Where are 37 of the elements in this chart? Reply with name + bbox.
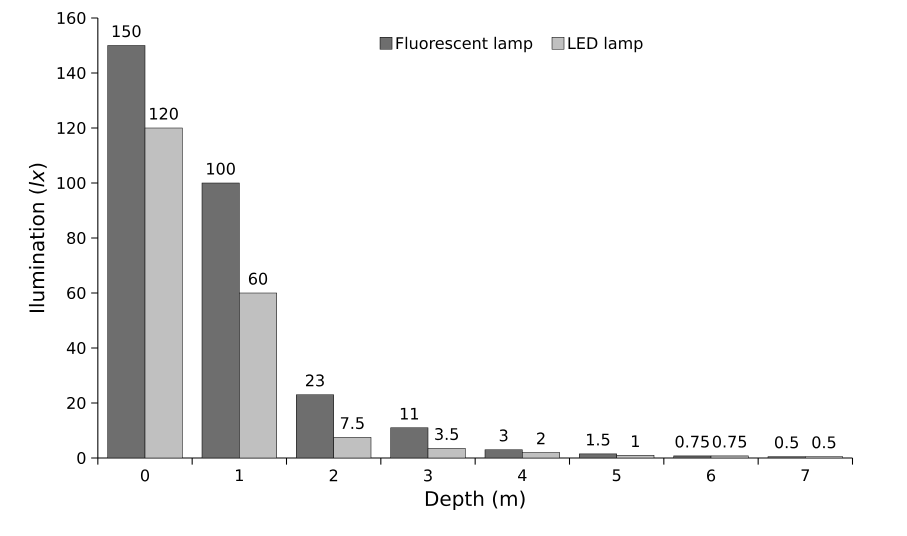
data-label: 3.5: [435, 428, 458, 440]
x-tick-label: 6: [707, 469, 716, 482]
y-tick-label: 0: [77, 452, 86, 464]
data-label: 60: [248, 272, 268, 285]
data-label: 3: [500, 429, 508, 442]
data-label: 120: [150, 108, 178, 120]
x-axis-title: Depth (m): [426, 490, 525, 510]
y-tick-label: 100: [58, 176, 86, 190]
data-label: 1: [632, 435, 639, 447]
data-label: 11: [400, 408, 418, 420]
data-label: 0.75: [712, 436, 746, 448]
y-tick-label: 40: [66, 342, 86, 354]
y-tick-label: 120: [58, 122, 86, 134]
data-label: 2: [537, 432, 544, 444]
legend-label: LED lamp: [568, 36, 642, 52]
x-tick-label: 4: [518, 469, 527, 482]
y-axis-title: Ilumination (lx): [28, 164, 47, 312]
data-label: 0.75: [676, 436, 709, 448]
x-tick-label: 0: [140, 469, 150, 482]
data-label: 0.5: [812, 436, 836, 448]
y-tick-label: 60: [67, 286, 86, 300]
y-tick-label: 160: [58, 12, 86, 24]
x-tick-label: 3: [424, 469, 432, 482]
legend-label: Fluorescent lamp: [396, 36, 532, 52]
data-label: 100: [207, 162, 235, 175]
y-tick-label: 20: [67, 396, 86, 410]
data-label: 1.5: [587, 434, 610, 446]
x-tick-label: 7: [802, 469, 810, 482]
y-tick-label: 80: [67, 232, 86, 244]
x-tick-label: 1: [236, 469, 243, 482]
data-label: 150: [112, 25, 141, 38]
x-tick-label: 2: [330, 469, 338, 482]
y-tick-label: 140: [58, 66, 86, 80]
data-label: 23: [306, 374, 324, 386]
x-tick-label: 5: [612, 469, 620, 482]
data-label: 0.5: [774, 436, 798, 448]
data-label: 7.5: [340, 417, 364, 430]
